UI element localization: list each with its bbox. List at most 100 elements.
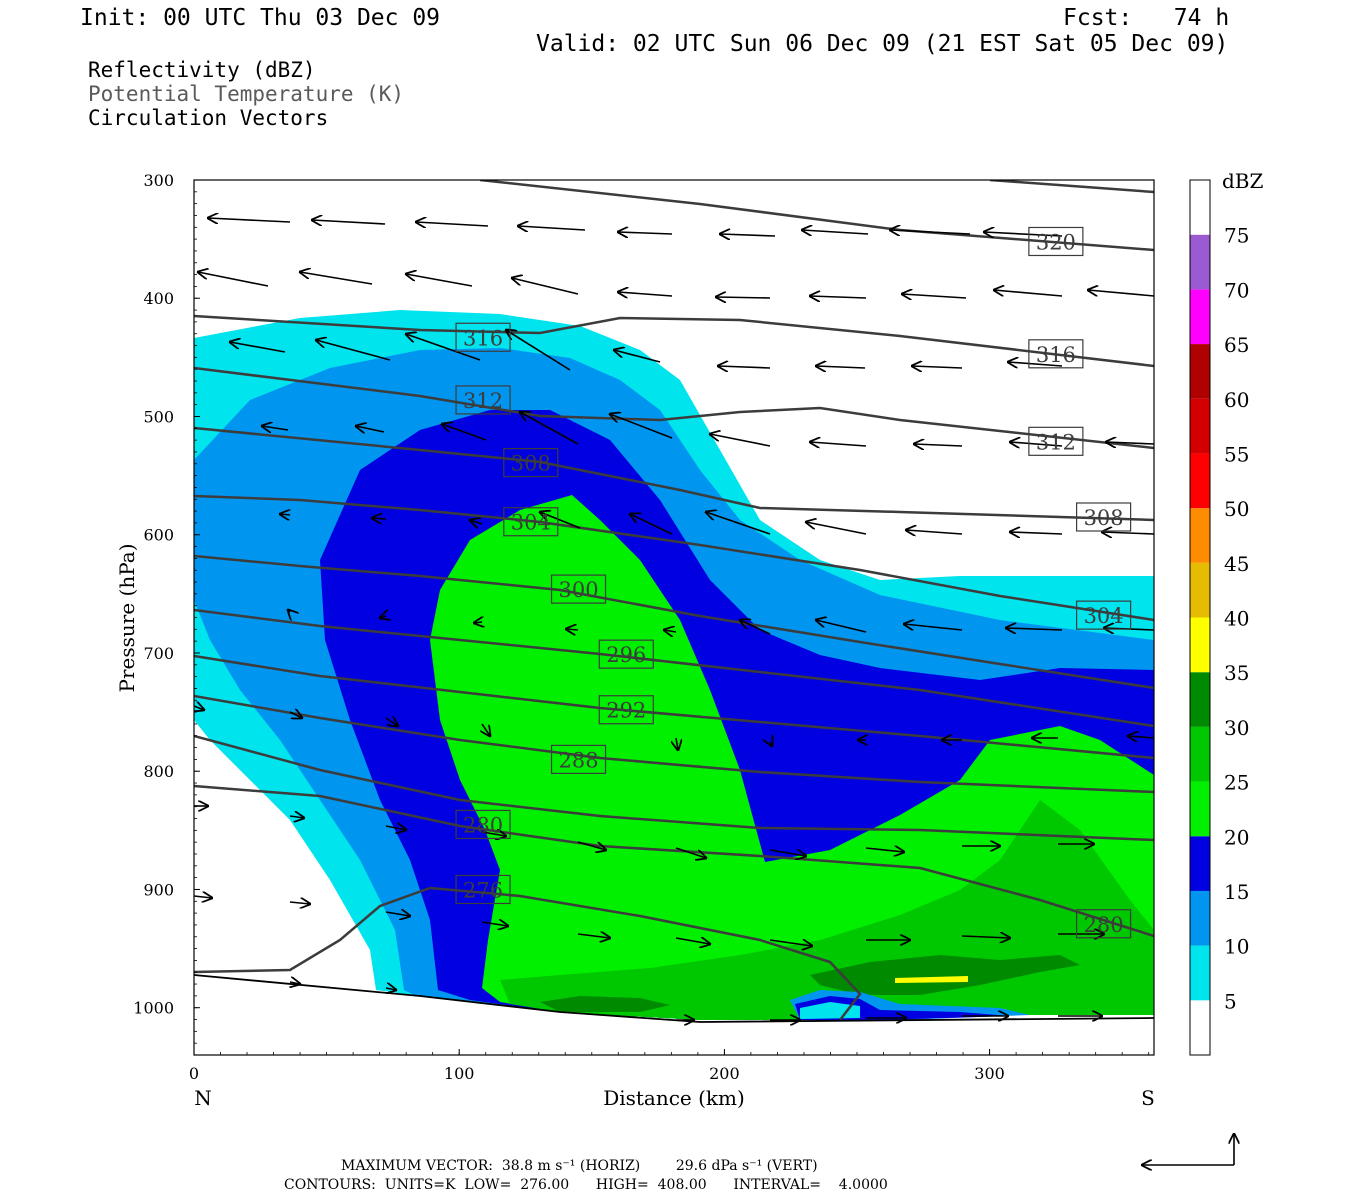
colorbar-level-label: 35 <box>1224 661 1249 685</box>
y-axis: 300 400 500 600 700 800 900 1000 <box>133 171 200 1044</box>
vector <box>806 522 867 535</box>
colorbar-level-label: 75 <box>1224 224 1249 248</box>
vector <box>716 297 771 298</box>
colorbar-segment <box>1190 344 1210 399</box>
reference-vector-icon <box>1142 1134 1234 1165</box>
vector <box>1010 442 1063 446</box>
vector <box>442 424 487 441</box>
y-tick-label: 500 <box>143 407 174 426</box>
vector <box>520 412 579 445</box>
vector <box>289 816 304 818</box>
y-tick-label: 600 <box>143 526 174 545</box>
vector <box>406 274 473 287</box>
valid-time: Valid: 02 UTC Sun 06 Dec 09 (21 EST Sat … <box>536 31 1229 57</box>
colorbar-unit-label: dBZ <box>1222 169 1264 193</box>
theta-contour-320 <box>479 180 1154 252</box>
theta-contour-308 <box>194 426 1154 522</box>
x-tick-label: 200 <box>709 1064 740 1083</box>
vector <box>1106 442 1154 444</box>
vector <box>865 848 904 852</box>
theta-contour-280 <box>194 784 1154 938</box>
legend-potential-temperature: Potential Temperature (K) <box>88 82 405 106</box>
reflectivity-band-35 <box>895 976 968 983</box>
vector <box>769 850 806 856</box>
vector <box>706 512 771 535</box>
colorbar-segment <box>1190 836 1210 891</box>
vector <box>481 922 508 926</box>
vector <box>961 936 1010 938</box>
contour-label: 312 <box>463 389 503 413</box>
vector <box>312 220 386 224</box>
theta-contour-312 <box>194 366 1154 450</box>
vector <box>906 530 963 534</box>
contour-label-box <box>1076 600 1132 630</box>
vector <box>518 226 586 230</box>
vector <box>902 294 967 298</box>
y-tick-label: 800 <box>143 762 174 781</box>
theta-contour-300 <box>194 554 1154 690</box>
contour-label-box <box>503 448 559 478</box>
theta-contour-288 <box>194 694 1154 794</box>
vector <box>994 290 1063 297</box>
x-axis: 0 100 200 300 <box>189 1049 1150 1083</box>
circulation-vectors <box>194 218 1154 1020</box>
vector <box>470 520 483 524</box>
contour-label-box <box>455 322 511 352</box>
vector <box>770 742 772 746</box>
vector <box>577 841 606 850</box>
colorbar-level-label: 70 <box>1224 278 1249 302</box>
vector <box>385 718 398 726</box>
vector <box>802 230 869 234</box>
x-tick-label: 100 <box>444 1064 475 1083</box>
vector <box>280 514 290 515</box>
vector <box>194 706 204 710</box>
vector <box>1006 628 1063 630</box>
vector <box>610 414 673 439</box>
vector <box>289 902 310 904</box>
legend-reflectivity: Reflectivity (dBZ) <box>88 58 316 82</box>
x-tick-label: 300 <box>974 1064 1005 1083</box>
theta-contour-296 <box>194 608 1154 728</box>
terrain-below-ground <box>194 975 1154 1055</box>
vector <box>316 340 391 361</box>
colorbar-level-label: 40 <box>1224 607 1249 631</box>
vector <box>1102 532 1154 534</box>
colorbar-level-label: 65 <box>1224 333 1249 357</box>
colorbar-segment <box>1190 617 1210 673</box>
contour-label: 312 <box>1036 430 1076 454</box>
contour-label: 316 <box>1036 343 1076 367</box>
y-tick-label: 900 <box>143 880 174 899</box>
contour-label-box <box>550 744 607 774</box>
vector <box>262 426 289 430</box>
y-tick-label: 300 <box>143 171 174 190</box>
vector <box>816 620 867 633</box>
contour-label-box <box>1076 502 1132 532</box>
vector <box>474 622 482 623</box>
legend-circulation-vectors: Circulation Vectors <box>88 106 329 130</box>
vector <box>512 278 579 295</box>
vector <box>380 616 386 618</box>
vector <box>614 350 661 363</box>
max-vector-note: MAXIMUM VECTOR: 38.8 m s⁻¹ (HORIZ) 29.6 … <box>341 1158 818 1174</box>
forecast-hour: Fcst: 74 h <box>1063 5 1230 31</box>
colorbar-level-label: 5 <box>1224 989 1237 1013</box>
vector <box>618 232 673 234</box>
colorbar-segment <box>1190 562 1210 618</box>
colorbar-segment <box>1190 945 1210 1001</box>
vector <box>740 620 771 635</box>
contours-note: CONTOURS: UNITS=K LOW= 276.00 HIGH= 408.… <box>284 1177 888 1193</box>
contour-label-box <box>455 385 511 415</box>
vector <box>720 234 776 236</box>
vector <box>912 366 963 368</box>
vector <box>385 912 410 916</box>
vector <box>416 222 489 226</box>
vector <box>630 514 673 535</box>
vector <box>1088 290 1154 297</box>
vector <box>1128 736 1154 738</box>
y-tick-label: 700 <box>143 644 174 663</box>
vector <box>290 982 300 984</box>
x-tick-label: 0 <box>189 1064 199 1083</box>
contour-labels: 320 316 316 312 312 308 308 304 304 300 296 292 288 2… <box>455 226 1132 939</box>
theta-contour-320b <box>989 180 1154 194</box>
